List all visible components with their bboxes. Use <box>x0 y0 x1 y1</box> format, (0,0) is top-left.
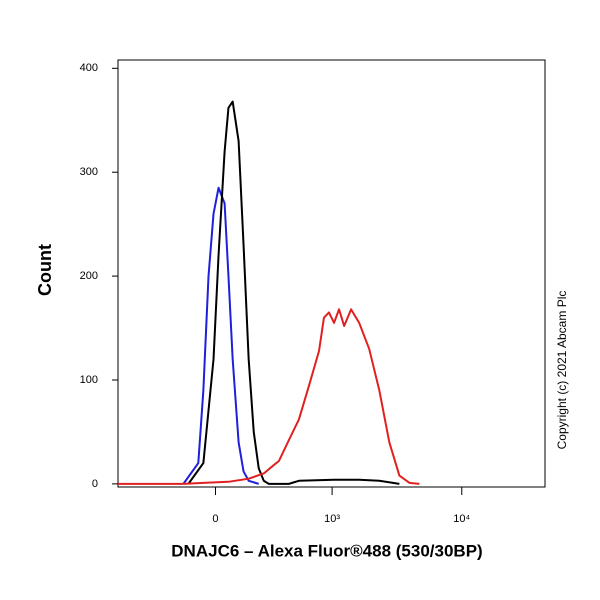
x-tick-label: 10⁴ <box>453 513 470 525</box>
x-tick-label: 0 <box>212 513 218 525</box>
histogram-line <box>118 308 420 485</box>
y-axis-title: Count <box>35 244 55 296</box>
y-tick-label: 200 <box>80 270 98 282</box>
x-tick-label: 10³ <box>324 513 340 525</box>
y-tick-label: 0 <box>92 478 98 490</box>
histogram-line <box>187 100 400 485</box>
copyright: Copyright (c) 2021 Abcam Plc <box>555 291 569 450</box>
plot-frame <box>117 59 546 488</box>
y-tick-label: 400 <box>80 62 98 74</box>
y-tick-label: 300 <box>80 166 98 178</box>
y-tick-label: 100 <box>80 374 98 386</box>
x-axis-title: DNAJC6 – Alexa Fluor®488 (530/30BP) <box>171 541 482 560</box>
histogram-line <box>182 186 260 485</box>
